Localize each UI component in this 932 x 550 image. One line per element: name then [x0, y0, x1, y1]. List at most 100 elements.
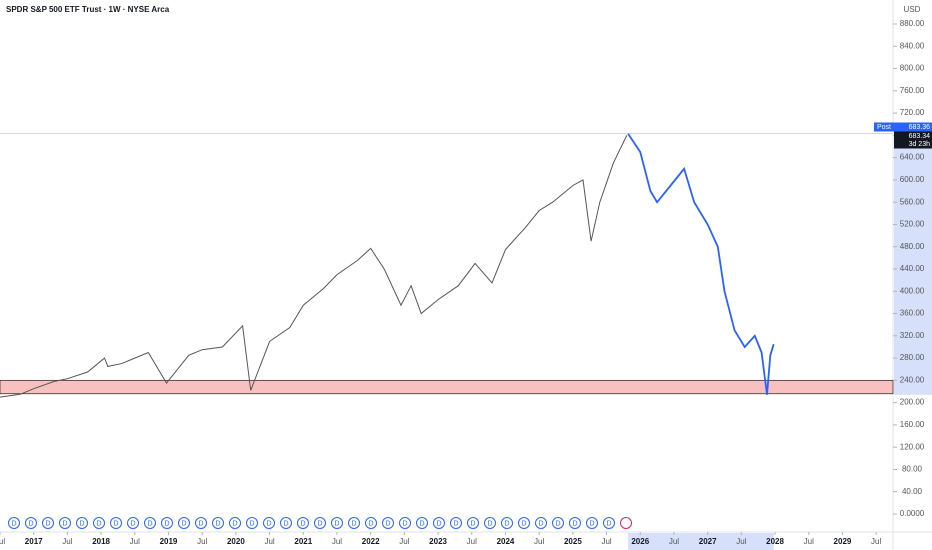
dividend-marker — [501, 517, 513, 529]
price-line — [627, 133, 775, 395]
dividend-marker-label: D — [521, 520, 526, 527]
dividend-marker-label: D — [606, 520, 611, 527]
x-tick-label: 2019 — [160, 537, 178, 546]
dividend-marker — [399, 517, 411, 529]
y-tick-label: 560.00 — [900, 197, 925, 206]
dividend-marker-label: D — [300, 520, 305, 527]
close-price-tag-bg — [894, 131, 932, 149]
dividend-marker-label: D — [215, 520, 220, 527]
dividend-marker — [518, 517, 530, 529]
dividend-marker — [8, 517, 20, 529]
dividend-marker — [297, 517, 309, 529]
x-tick-label: Jul — [736, 537, 746, 546]
y-tick-label: 840.00 — [900, 41, 925, 50]
dividend-marker-label: D — [113, 520, 118, 527]
dividend-marker — [484, 517, 496, 529]
y-tick-label: 0.0000 — [900, 509, 925, 518]
dividend-marker-label: D — [572, 520, 577, 527]
y-tick-label: 120.00 — [900, 442, 925, 451]
y-tick-label: 720.00 — [900, 108, 925, 117]
dividend-marker — [144, 517, 156, 529]
x-tick-label: Jul — [534, 537, 544, 546]
dividend-marker-label: D — [453, 520, 458, 527]
chart-title: SPDR S&P 500 ETF Trust · 1W · NYSE Arca — [6, 5, 170, 14]
dividend-marker-label: D — [45, 520, 50, 527]
x-tick-label: 2023 — [429, 537, 447, 546]
post-tag: Post — [877, 124, 891, 131]
y-tick-label: 160.00 — [900, 420, 925, 429]
x-tick-label: 2025 — [564, 537, 582, 546]
post-price: 683.36 — [909, 124, 931, 131]
dividend-marker-label: D — [385, 520, 390, 527]
dividend-marker-label: D — [589, 520, 594, 527]
x-tick-label: 2024 — [497, 537, 515, 546]
dividend-marker — [603, 517, 615, 529]
dividend-marker — [331, 517, 343, 529]
dividend-marker — [382, 517, 394, 529]
dividend-marker-label: D — [164, 520, 169, 527]
y-tick-label: 40.00 — [902, 487, 923, 496]
dividend-marker-label: D — [28, 520, 33, 527]
dividend-marker-label: D — [181, 520, 186, 527]
x-tick-label: 2026 — [631, 537, 649, 546]
y-tick-label: 280.00 — [900, 353, 925, 362]
dividend-marker — [280, 517, 292, 529]
dividend-marker-label: D — [96, 520, 101, 527]
x-tick-label: Jul — [467, 537, 477, 546]
dividend-marker — [212, 517, 224, 529]
dividend-marker — [535, 517, 547, 529]
dividend-marker-label: D — [555, 520, 560, 527]
dividend-marker — [229, 517, 241, 529]
dividend-marker — [569, 517, 581, 529]
dividend-marker-label: D — [130, 520, 135, 527]
dividend-marker — [59, 517, 71, 529]
dividend-marker — [161, 517, 173, 529]
dividend-marker-label: D — [232, 520, 237, 527]
dividend-marker — [195, 517, 207, 529]
x-tick-label: 2028 — [766, 537, 784, 546]
x-tick-label: Jul — [601, 537, 611, 546]
dividend-marker — [467, 517, 479, 529]
time-axis-highlight — [628, 533, 774, 550]
currency: USD — [904, 5, 921, 14]
dividend-marker-label: D — [402, 520, 407, 527]
x-tick-label: Jul — [399, 537, 409, 546]
dividend-marker — [314, 517, 326, 529]
dividend-marker-label: D — [147, 520, 152, 527]
dividend-marker — [246, 517, 258, 529]
dividend-marker-label: D — [334, 520, 339, 527]
dividend-marker-label: D — [504, 520, 509, 527]
x-tick-label: 2021 — [294, 537, 312, 546]
dividend-marker-label: D — [487, 520, 492, 527]
dividend-marker — [365, 517, 377, 529]
y-tick-label: 800.00 — [900, 64, 925, 73]
dividend-marker-label: D — [198, 520, 203, 527]
y-tick-label: 360.00 — [900, 309, 925, 318]
y-tick-label: 80.00 — [902, 465, 923, 474]
price-line — [0, 135, 628, 398]
x-tick-label: 2018 — [92, 537, 110, 546]
y-tick-label: 440.00 — [900, 264, 925, 273]
dividend-marker — [416, 517, 428, 529]
y-tick-label: 480.00 — [900, 242, 925, 251]
y-tick-label: 600.00 — [900, 175, 925, 184]
x-tick-label: Jul — [669, 537, 679, 546]
x-tick-label: Jul — [130, 537, 140, 546]
dividend-marker — [348, 517, 360, 529]
dividend-marker — [127, 517, 139, 529]
close-price: 683.34 — [909, 133, 931, 140]
dividend-marker — [76, 517, 88, 529]
dividend-marker-label: D — [419, 520, 424, 527]
dividend-marker-label: D — [538, 520, 543, 527]
y-tick-label: 240.00 — [900, 375, 925, 384]
dividend-marker-label: D — [79, 520, 84, 527]
x-tick-label: 2029 — [834, 537, 852, 546]
dividend-marker-label: D — [368, 520, 373, 527]
dividend-marker-label: D — [470, 520, 475, 527]
support-zone — [0, 379, 894, 395]
x-tick-label: 2027 — [699, 537, 717, 546]
price-axis-highlight — [894, 133, 932, 395]
dividend-marker-label: D — [11, 520, 16, 527]
y-tick-label: 760.00 — [900, 86, 925, 95]
